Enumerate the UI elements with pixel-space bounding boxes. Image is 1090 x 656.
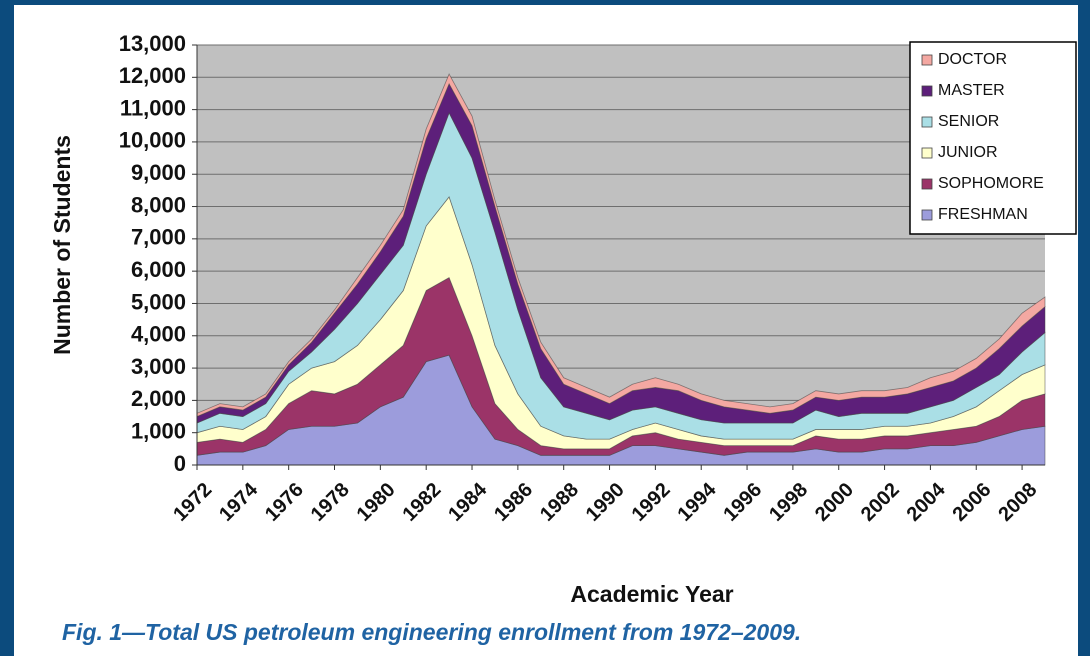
y-tick-label: 13,000 [119,31,186,56]
legend-swatch [921,147,933,159]
y-tick-label: 10,000 [119,128,186,153]
legend-label: JUNIOR [938,144,998,161]
caption: Fig. 1—Total US petroleum engineering en… [62,619,801,645]
area [196,73,1046,418]
y-tick-label: 12,000 [119,63,186,88]
y-tick-label: 6,000 [131,257,186,282]
y-tick-label: 3,000 [131,354,186,379]
y-axis-label: Number of Students [49,135,75,355]
legend-label: SENIOR [938,113,999,130]
legend: DOCTOR MASTER SENIOR JUNIOR SOPHOMORE FRESHMA… [909,41,1077,235]
y-tick-label: 1,000 [131,419,186,444]
legend-swatch [921,209,933,221]
y-tick-label: 4,000 [131,322,186,347]
y-tick-label: 7,000 [131,225,186,250]
legend-swatch [921,116,933,128]
y-tick-label: 11,000 [120,95,186,120]
areas [196,73,1046,466]
legend-swatch [921,178,933,190]
x-axis-label: Academic Year [570,581,733,607]
legend-label: SOPHOMORE [938,175,1044,192]
legend-label: FRESHMAN [938,206,1028,223]
legend-swatch [921,54,933,66]
legend-swatch [921,85,933,97]
legend-label: MASTER [938,82,1005,99]
y-tick-label: 0 [174,451,186,476]
y-tick-label: 8,000 [131,192,186,217]
y-tick-label: 5,000 [131,289,186,314]
y-tick-label: 2,000 [131,386,186,411]
y-tick-label: 9,000 [131,160,186,185]
legend-box [909,41,1077,235]
legend-label: DOCTOR [938,51,1007,68]
